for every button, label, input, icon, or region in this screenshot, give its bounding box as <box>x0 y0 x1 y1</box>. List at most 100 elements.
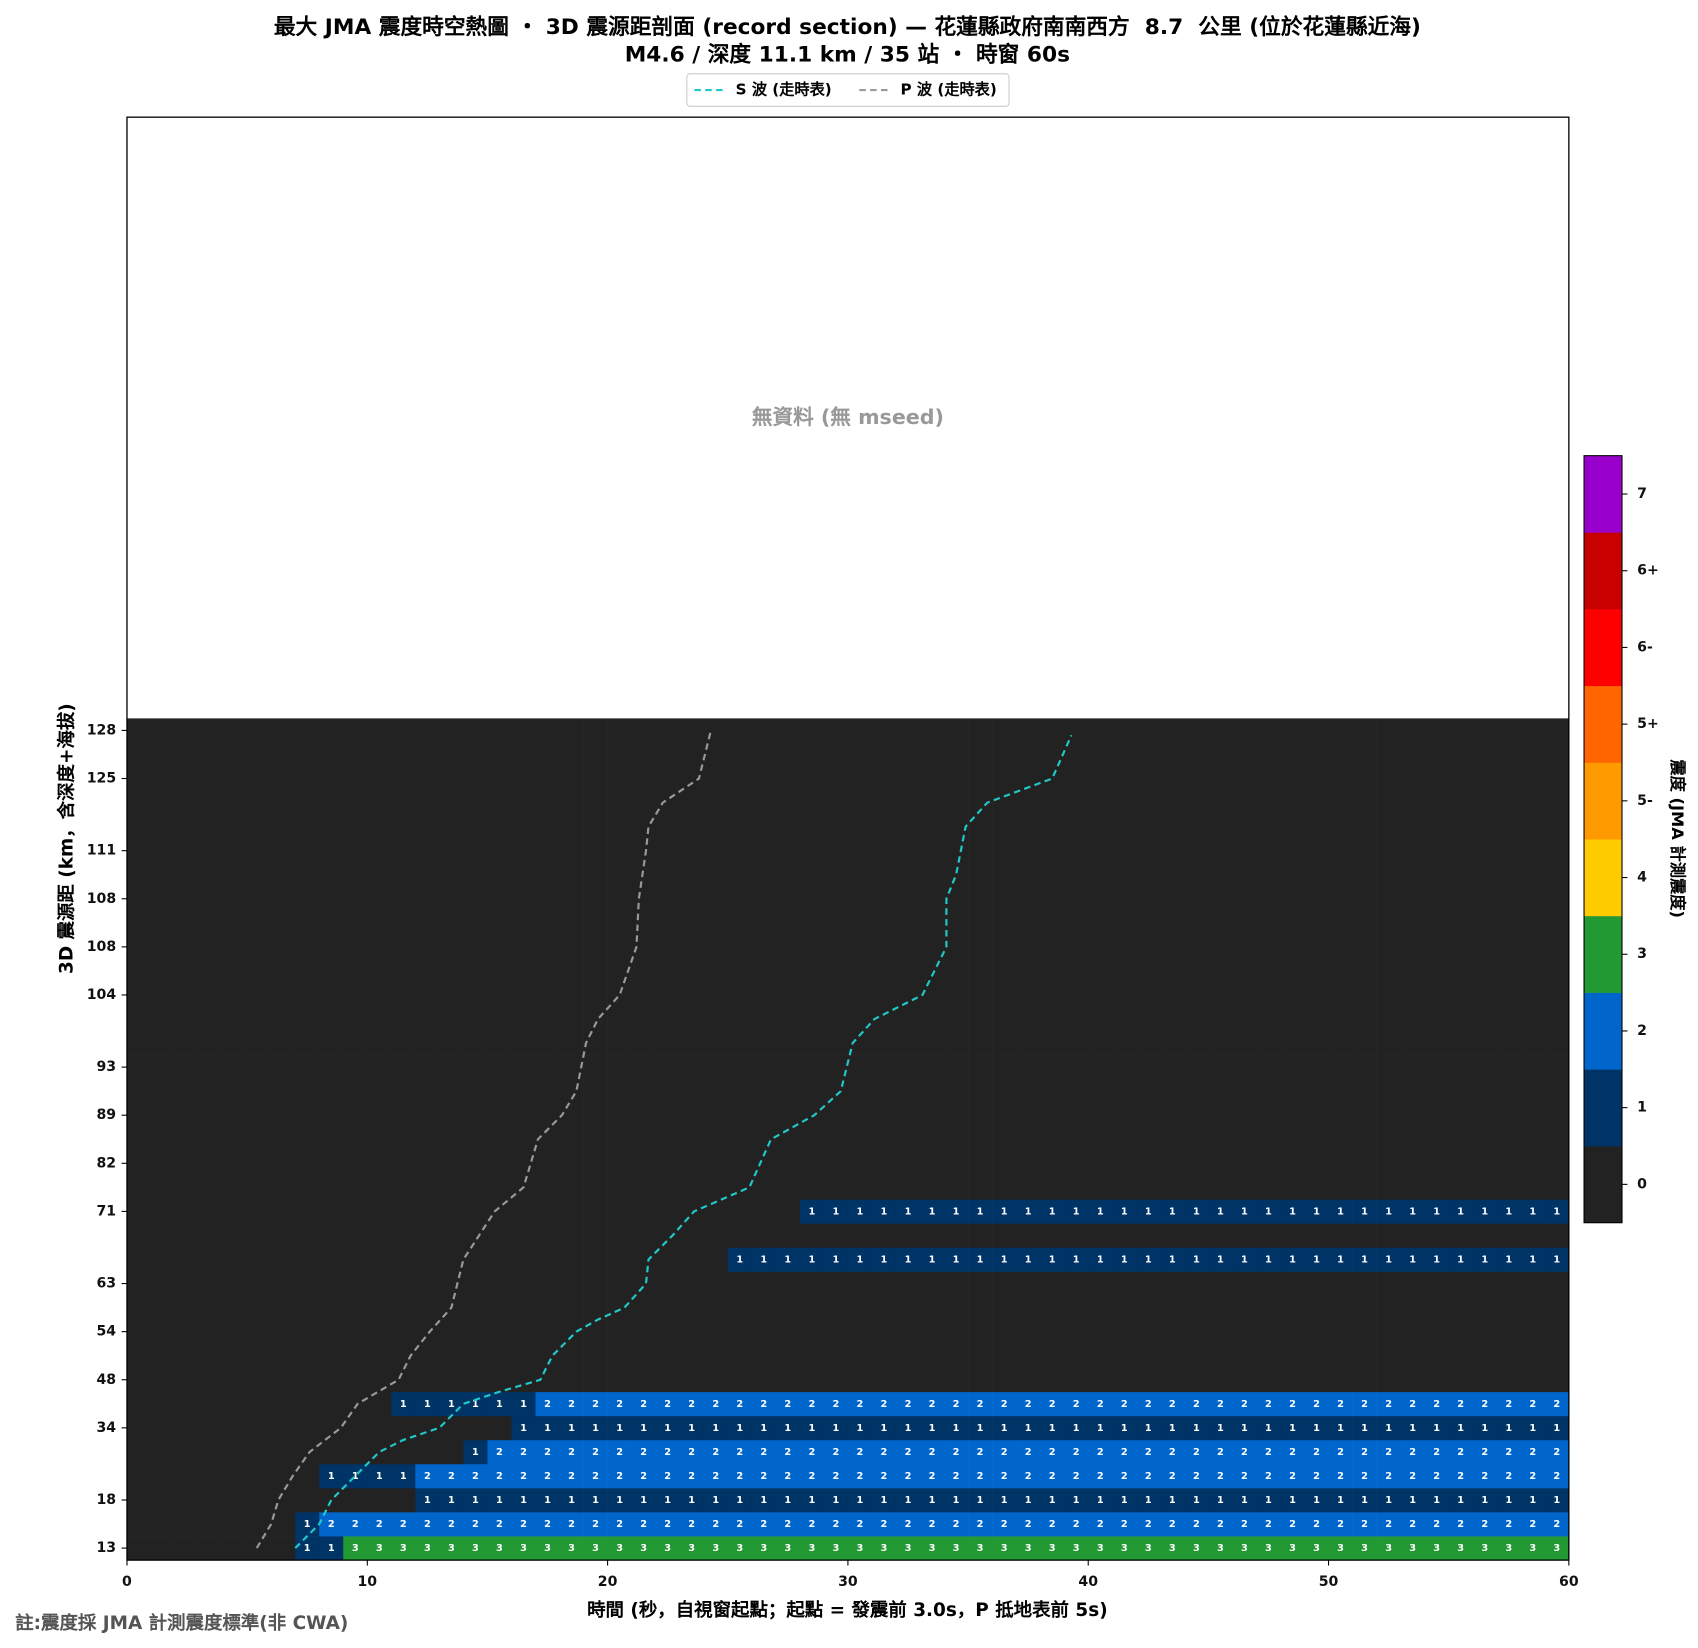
heatmap-cell <box>847 1319 873 1345</box>
cell-label: 1 <box>881 1206 888 1217</box>
heatmap-cell <box>1352 1415 1377 1441</box>
heatmap-cell <box>1064 1127 1089 1152</box>
heatmap-cell <box>679 1055 705 1080</box>
cell-label: 2 <box>1553 1447 1560 1458</box>
heatmap-cell <box>847 862 873 888</box>
heatmap-cell <box>151 1055 176 1080</box>
heatmap-cell <box>295 1391 320 1417</box>
heatmap-cell <box>1040 1295 1065 1320</box>
heatmap-cell <box>823 1415 849 1441</box>
heatmap-cell <box>1256 1103 1281 1128</box>
heatmap-cell <box>847 742 873 767</box>
heatmap-cell <box>391 1103 416 1128</box>
heatmap-cell <box>175 1487 200 1513</box>
heatmap-cell <box>1112 1391 1137 1417</box>
heatmap-cell <box>559 1151 584 1176</box>
heatmap-cell <box>1112 790 1137 815</box>
heatmap-cell <box>895 1079 921 1104</box>
heatmap-cell <box>920 1343 945 1369</box>
heatmap-cell <box>1016 910 1041 936</box>
heatmap-cell <box>319 1079 344 1104</box>
heatmap-cell <box>487 934 512 960</box>
heatmap-cell <box>1040 1319 1065 1345</box>
heatmap-cell <box>895 1487 921 1513</box>
heatmap-cell <box>1424 1151 1450 1176</box>
heatmap-cell <box>679 1391 705 1417</box>
heatmap-cell <box>463 1199 488 1224</box>
heatmap-cell <box>751 934 777 960</box>
heatmap-cell <box>1160 1391 1185 1417</box>
heatmap-cell <box>847 1271 873 1296</box>
heatmap-cell <box>247 1319 272 1345</box>
cell-label: 2 <box>424 1471 431 1482</box>
heatmap-cell <box>1256 1487 1281 1513</box>
heatmap-cell <box>1544 862 1570 888</box>
heatmap-cell <box>126 1512 152 1537</box>
heatmap-cell <box>1208 1463 1233 1489</box>
heatmap-cell <box>1160 1367 1185 1393</box>
heatmap-cell <box>583 1199 608 1224</box>
heatmap-cell <box>1520 1536 1546 1561</box>
heatmap-cell <box>1328 1223 1353 1248</box>
heatmap-cell <box>319 1223 344 1248</box>
heatmap-cell <box>1040 838 1065 864</box>
heatmap-cell <box>1328 1199 1353 1224</box>
heatmap-cell <box>151 934 176 960</box>
heatmap-cell <box>1088 1006 1113 1032</box>
heatmap-cell <box>1088 1343 1113 1369</box>
heatmap-cell <box>799 1415 825 1441</box>
heatmap-cell <box>895 958 921 984</box>
cell-label: 1 <box>1241 1495 1248 1506</box>
heatmap-cell <box>1376 790 1401 815</box>
heatmap-cell <box>439 1487 464 1513</box>
heatmap-cell <box>199 1247 224 1272</box>
heatmap-cell <box>751 1055 777 1080</box>
heatmap-cell <box>343 1247 368 1272</box>
heatmap-cell <box>775 1199 801 1224</box>
heatmap-cell <box>415 1103 440 1128</box>
heatmap-cell <box>1136 1536 1161 1561</box>
cell-label: 1 <box>760 1423 767 1434</box>
heatmap-cell <box>1400 1343 1425 1369</box>
cell-label: 1 <box>520 1399 527 1410</box>
heatmap-cell <box>223 766 248 791</box>
cell-label: 2 <box>640 1447 647 1458</box>
cell-label: 1 <box>833 1206 840 1217</box>
cell-label: 2 <box>664 1471 671 1482</box>
heatmap-cell <box>1424 1319 1450 1345</box>
heatmap-cell <box>319 1536 344 1561</box>
y-tick-label: 111 <box>87 843 116 859</box>
heatmap-cell <box>463 1439 488 1465</box>
heatmap-cell <box>895 1055 921 1080</box>
cell-label: 1 <box>1121 1255 1128 1266</box>
heatmap-cell <box>319 742 344 767</box>
heatmap-cell <box>1088 1199 1113 1224</box>
heatmap-cell <box>775 1439 801 1465</box>
heatmap-cell <box>1376 1031 1401 1056</box>
cell-label: 2 <box>1289 1447 1296 1458</box>
heatmap-cell <box>1544 1103 1570 1128</box>
heatmap-cell <box>559 1367 584 1393</box>
heatmap-cell <box>1112 838 1137 864</box>
heatmap-cell <box>439 790 464 815</box>
heatmap-cell <box>511 862 536 888</box>
heatmap-cell <box>463 910 488 936</box>
cell-label: 1 <box>1529 1495 1536 1506</box>
heatmap-cell <box>295 862 320 888</box>
heatmap-cell <box>1280 1151 1305 1176</box>
heatmap-cell <box>463 1367 488 1393</box>
heatmap-cell <box>1064 1151 1089 1176</box>
heatmap-cell <box>799 838 825 864</box>
heatmap-cell <box>1520 1319 1546 1345</box>
heatmap-cell <box>1208 934 1233 960</box>
heatmap-cell <box>487 1319 512 1345</box>
heatmap-cell <box>1544 1487 1570 1513</box>
heatmap-cell <box>1208 1247 1233 1272</box>
cell-label: 2 <box>808 1447 815 1458</box>
cell-label: 2 <box>712 1519 719 1530</box>
heatmap-cell <box>895 934 921 960</box>
heatmap-cell <box>727 1343 753 1369</box>
heatmap-cell <box>895 1031 921 1056</box>
heatmap-cell <box>126 1055 152 1080</box>
cell-label: 1 <box>1361 1255 1368 1266</box>
